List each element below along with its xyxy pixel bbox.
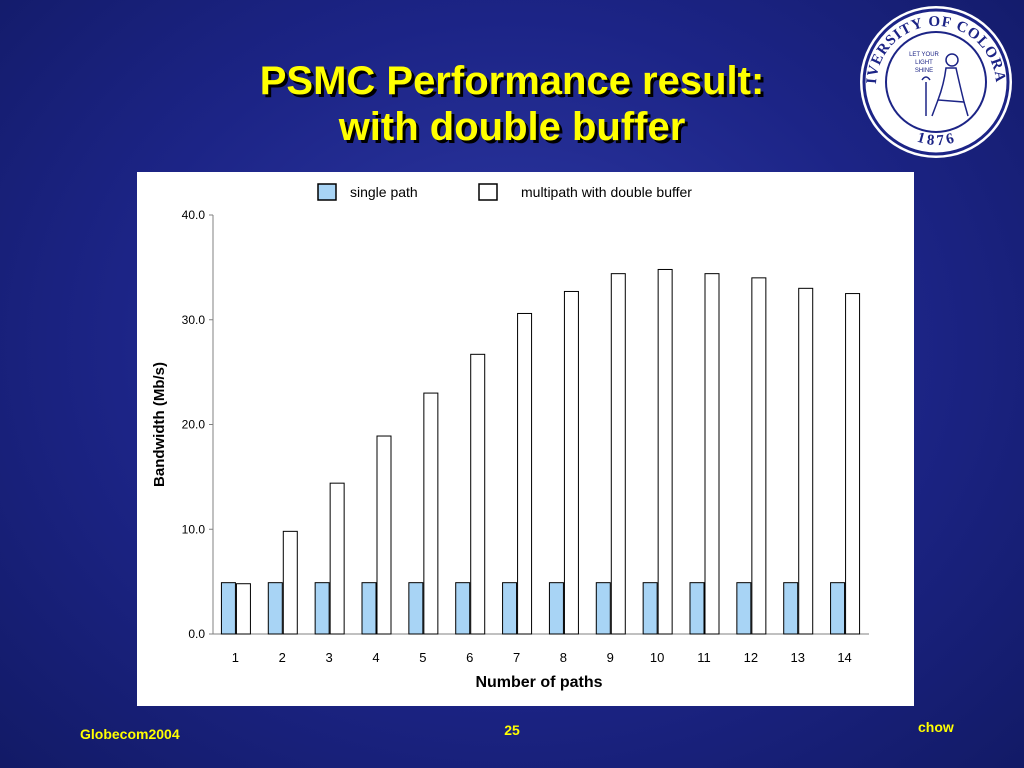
bar-multipath [657, 268, 673, 635]
legend-swatch-multipath [478, 183, 498, 201]
bar-multipath [845, 293, 861, 635]
bar-multipath [563, 290, 579, 635]
y-tick-label: 10.0 [182, 522, 206, 536]
x-axis-title: Number of paths [475, 674, 602, 691]
bar-single-path [408, 582, 424, 635]
x-tick-label: 1 [232, 650, 239, 665]
footer-author: chow [918, 719, 954, 735]
legend-label-single-path: single path [350, 184, 418, 200]
bar-multipath [235, 583, 251, 635]
bar-single-path [314, 582, 330, 635]
bar-single-path [455, 582, 471, 635]
title-line-1: PSMC Performance result: [259, 59, 765, 103]
x-tick-label: 11 [697, 650, 711, 665]
title-line-2: with double buffer [338, 105, 686, 149]
seal-motto-2: LIGHT [915, 60, 933, 66]
bar-single-path [783, 582, 799, 635]
svg-text:1876: 1876 [915, 130, 958, 149]
seal-figure-icon [921, 53, 969, 117]
seal-year: 1876 [915, 130, 955, 149]
x-tick-label: 6 [466, 650, 473, 665]
bar-multipath [376, 435, 392, 635]
seal-motto-3: SHINE [915, 68, 933, 74]
chart-labels: 0.010.020.030.040.01 2 3 4 5 6 7 8 9 10 11 12 13 14Nu… [151, 208, 852, 691]
bar-single-path [267, 582, 283, 635]
slide-title: PSMC Performance result: with double buf… [0, 58, 1024, 150]
x-tick-label: 5 [419, 650, 426, 665]
y-tick-label: 0.0 [188, 627, 205, 641]
bar-multipath [423, 392, 439, 635]
bar-multipath [751, 277, 767, 635]
bar-single-path [595, 582, 611, 635]
bar-single-path [220, 582, 236, 635]
x-tick-label: 13 [790, 650, 804, 665]
bar-multipath [470, 353, 486, 635]
y-tick-label: 20.0 [182, 418, 206, 432]
bar-single-path [642, 582, 658, 635]
university-seal-logo: UNIVERSITY OF COLORADO 1876 LET YOUR LIG… [856, 4, 1012, 158]
x-tick-label: 7 [513, 650, 520, 665]
footer-conference: Globecom2004 [80, 726, 180, 742]
y-tick-label: 40.0 [182, 208, 206, 222]
x-tick-label: 10 [650, 650, 664, 665]
bar-multipath [329, 482, 345, 635]
bar-multipath [282, 530, 298, 635]
y-tick-label: 30.0 [182, 313, 206, 327]
bar-multipath [517, 312, 533, 635]
page-number: 25 [504, 722, 520, 738]
chart-bars [220, 268, 861, 635]
bar-single-path [548, 582, 564, 635]
x-tick-label: 8 [560, 650, 567, 665]
bar-single-path [736, 582, 752, 635]
x-tick-label: 2 [279, 650, 286, 665]
bar-multipath [798, 287, 814, 635]
legend-swatch-single-path [317, 183, 337, 201]
bar-single-path [361, 582, 377, 635]
x-tick-label: 14 [837, 650, 851, 665]
chart-axes [209, 214, 869, 635]
chart-legend: single path multipath with double buffer [317, 183, 692, 201]
bar-single-path [830, 582, 846, 635]
x-tick-label: 4 [372, 650, 379, 665]
x-tick-label: 9 [607, 650, 614, 665]
bar-single-path [502, 582, 518, 635]
chart-panel: single path multipath with double buffer … [137, 172, 914, 706]
y-axis-title: Bandwidth (Mb/s) [151, 362, 168, 487]
bandwidth-bar-chart: single path multipath with double buffer … [151, 183, 869, 691]
x-tick-label: 3 [326, 650, 333, 665]
bar-multipath [610, 273, 626, 635]
legend-label-multipath: multipath with double buffer [521, 184, 692, 200]
seal-motto-1: LET YOUR [909, 52, 939, 58]
x-tick-label: 12 [744, 650, 758, 665]
bar-single-path [689, 582, 705, 635]
bar-multipath [704, 273, 720, 635]
